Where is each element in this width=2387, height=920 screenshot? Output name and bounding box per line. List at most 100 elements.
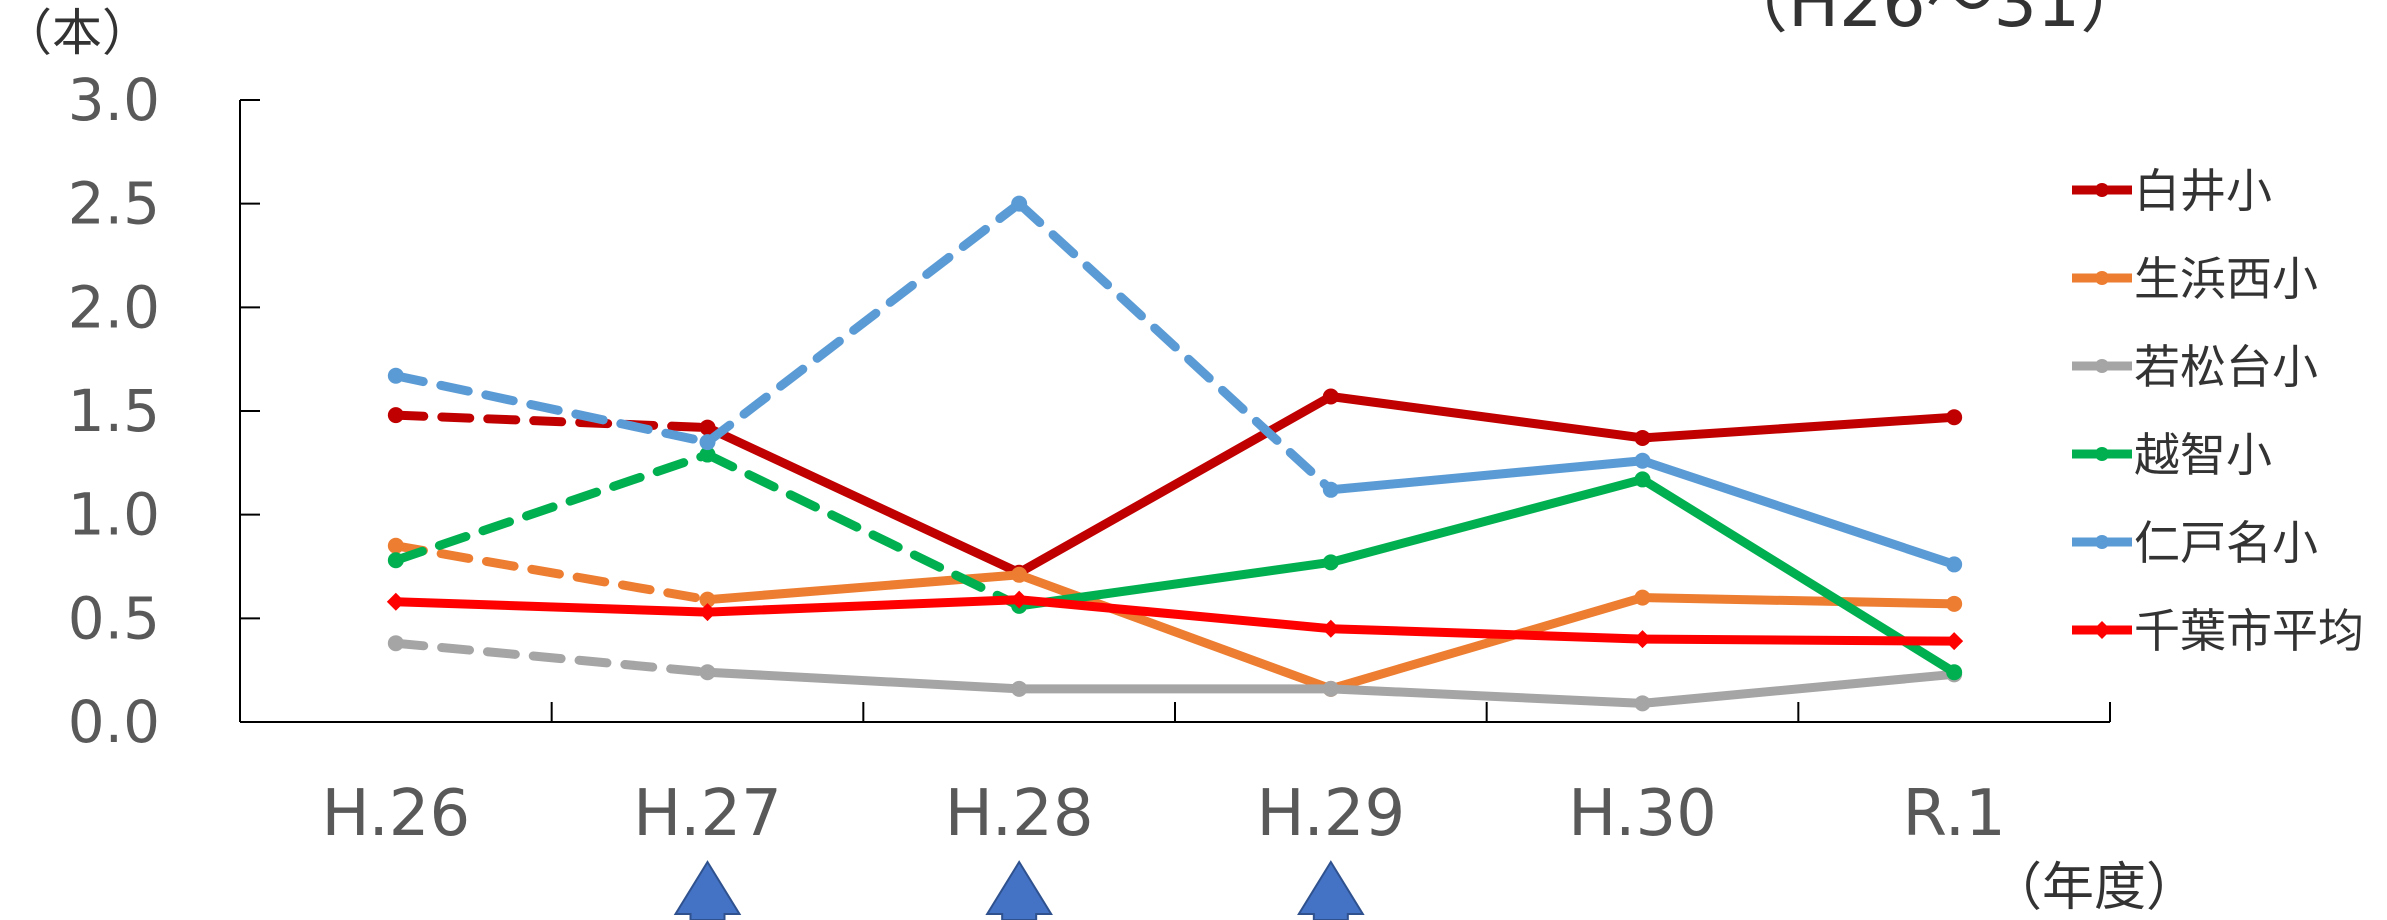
legend-marker (2093, 621, 2111, 639)
series-千葉市平均 (386, 590, 1964, 651)
series-segment (1326, 684, 1647, 708)
x-tick-label: H.29 (1256, 777, 1405, 851)
series-仁戸名小 (387, 195, 1963, 573)
data-point (699, 591, 716, 608)
series-segment (1638, 634, 1959, 646)
legend-marker (2095, 183, 2109, 197)
series-segment (1014, 570, 1336, 694)
data-point (1634, 471, 1651, 488)
data-point (1945, 632, 1964, 651)
x-tick-label: H.26 (321, 777, 470, 851)
y-axis-label: （本） (2, 4, 152, 62)
legend-item: 白井小 (2072, 164, 2272, 218)
y-tick-label: 2.0 (68, 273, 160, 341)
series-segment (703, 199, 1024, 447)
data-point (1322, 680, 1339, 697)
data-point (699, 664, 716, 681)
data-point (1633, 630, 1652, 649)
series-segment (1638, 669, 1959, 708)
legend-marker (2095, 359, 2109, 373)
up-arrow-icon (673, 860, 742, 920)
legend-item: 生浜西小 (2072, 252, 2318, 306)
data-point (387, 367, 404, 384)
series-segment (1326, 593, 1647, 694)
series-segment (1326, 624, 1647, 644)
legend-marker (2095, 535, 2109, 549)
data-point (387, 407, 404, 424)
data-point (387, 537, 404, 554)
data-point (1634, 452, 1651, 469)
series-segment (1638, 593, 1959, 609)
data-point (1634, 695, 1651, 712)
series-segment (703, 595, 1024, 617)
data-point (1946, 409, 1963, 426)
data-point (387, 635, 404, 652)
data-point (1322, 554, 1339, 571)
series-segment (391, 597, 712, 617)
y-tick-label: 1.5 (68, 377, 160, 445)
y-tick-label: 2.5 (68, 170, 160, 238)
series-segment (1326, 456, 1647, 495)
x-tick-label: H.30 (1568, 777, 1717, 851)
y-tick-labels: 0.0 0.5 1.0 1.5 2.0 2.5 3.0 (68, 66, 160, 756)
y-tick-label: 3.0 (68, 66, 160, 134)
series-segment (1014, 199, 1336, 495)
series-segment (1638, 412, 1959, 443)
series-segment (1326, 391, 1647, 443)
y-tick-label: 0.5 (68, 584, 160, 652)
legend-label: 若松台小 (2134, 340, 2318, 394)
data-point (699, 434, 716, 451)
axes (239, 99, 2111, 723)
series-segment (391, 541, 712, 605)
series-若松台小 (387, 635, 1963, 712)
data-point (1946, 556, 1963, 573)
data-point (1634, 589, 1651, 606)
data-point (699, 446, 716, 463)
legend-label: 千葉市平均 (2134, 604, 2364, 658)
data-point (1011, 566, 1028, 583)
data-point (1010, 590, 1029, 609)
legend-marker (2095, 271, 2109, 285)
x-axis-label: （年度） (1990, 858, 2198, 918)
legend-label: 生浜西小 (2134, 252, 2318, 306)
series-segment (1638, 456, 1959, 569)
period-arrows (673, 860, 1365, 920)
x-tick-labels: H.26 H.27 H.28 H.29 H.30 R.1 (321, 777, 2005, 851)
data-point (1322, 481, 1339, 498)
legend-label: 越智小 (2134, 428, 2272, 482)
y-tick-label: 0.0 (68, 688, 160, 756)
legend-item: 仁戸名小 (2072, 516, 2318, 570)
data-point (699, 419, 716, 436)
series-segment (703, 423, 1024, 578)
series-segment (391, 410, 712, 433)
data-point (1946, 664, 1963, 681)
legend-label: 仁戸名小 (2134, 516, 2318, 570)
legend-item: 千葉市平均 (2072, 604, 2364, 658)
y-tick-label: 1.0 (68, 481, 160, 549)
series-segment (1014, 595, 1336, 634)
data-point (1011, 680, 1028, 697)
series-segment (391, 450, 712, 565)
x-tick-label: R.1 (1903, 777, 2006, 851)
data-point (1634, 429, 1651, 446)
legend-marker (2095, 447, 2109, 461)
series-segment (1326, 474, 1647, 567)
legend-label: 白井小 (2134, 164, 2272, 218)
legend-item: 若松台小 (2072, 340, 2318, 394)
data-point (1011, 195, 1028, 212)
x-tick-label: H.27 (633, 777, 782, 851)
series-lines (386, 195, 1964, 712)
series-segment (1014, 391, 1336, 578)
chart-title: （H26～31） (1720, 0, 2148, 43)
series-segment (703, 450, 1024, 611)
series-segment (703, 667, 1024, 694)
series-segment (391, 371, 712, 447)
series-segment (391, 638, 712, 677)
data-point (1946, 595, 1963, 612)
x-tick-label: H.28 (945, 777, 1094, 851)
data-point (1322, 388, 1339, 405)
data-point (698, 603, 717, 622)
up-arrow-icon (1297, 860, 1365, 920)
